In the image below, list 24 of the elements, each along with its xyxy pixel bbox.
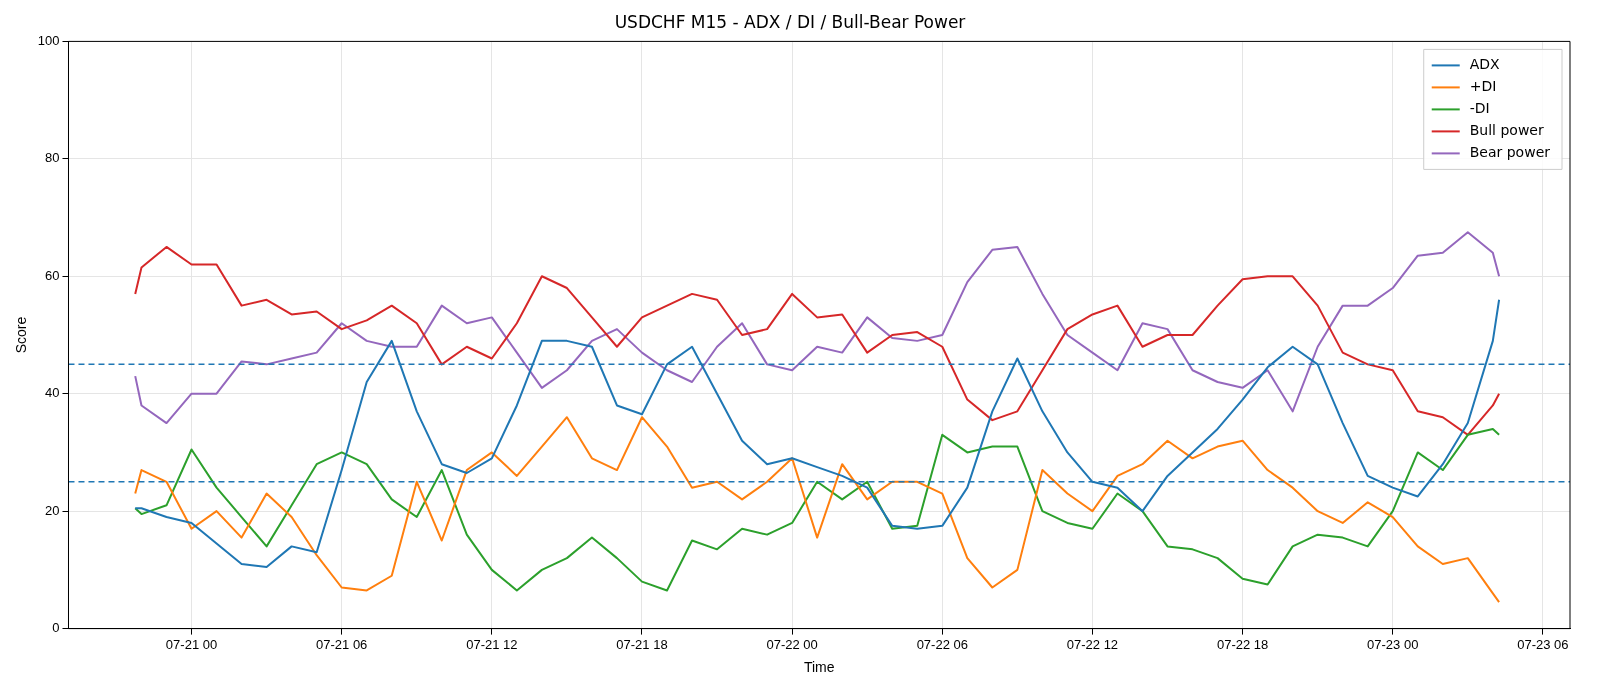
- legend-label: Bull power: [1469, 122, 1544, 139]
- x-tick-label: 07-22 12: [1066, 636, 1119, 652]
- y-tick-label: 100: [37, 32, 60, 48]
- y-tick-label: 20: [45, 502, 60, 518]
- y-tick-label: 40: [45, 385, 60, 401]
- y-tick-label: 0: [52, 620, 60, 636]
- y-tick-label: 80: [45, 150, 60, 166]
- x-tick-label: 07-21 12: [466, 636, 518, 652]
- x-tick-label: 07-22 00: [766, 636, 818, 652]
- legend-label: Bear power: [1469, 144, 1551, 161]
- legend-label: +DI: [1469, 78, 1497, 95]
- x-tick-label: 07-23 06: [1517, 636, 1569, 652]
- x-tick-label: 07-22 06: [916, 636, 968, 652]
- y-tick-label: 60: [45, 267, 60, 283]
- x-tick-label: 07-22 18: [1216, 636, 1269, 652]
- x-tick-label: 07-23 00: [1367, 636, 1419, 652]
- x-axis-title: Time: [803, 659, 835, 676]
- legend-label: ADX: [1469, 56, 1501, 73]
- x-tick-label: 07-21 06: [316, 636, 368, 652]
- x-tick-label: 07-21 18: [616, 636, 668, 652]
- legend-label: -DI: [1469, 100, 1490, 117]
- x-tick-label: 07-21 00: [165, 636, 218, 652]
- y-axis-title: Score: [13, 316, 30, 354]
- chart-title: USDCHF M15 - ADX / DI / Bull-Bear Power: [614, 11, 966, 32]
